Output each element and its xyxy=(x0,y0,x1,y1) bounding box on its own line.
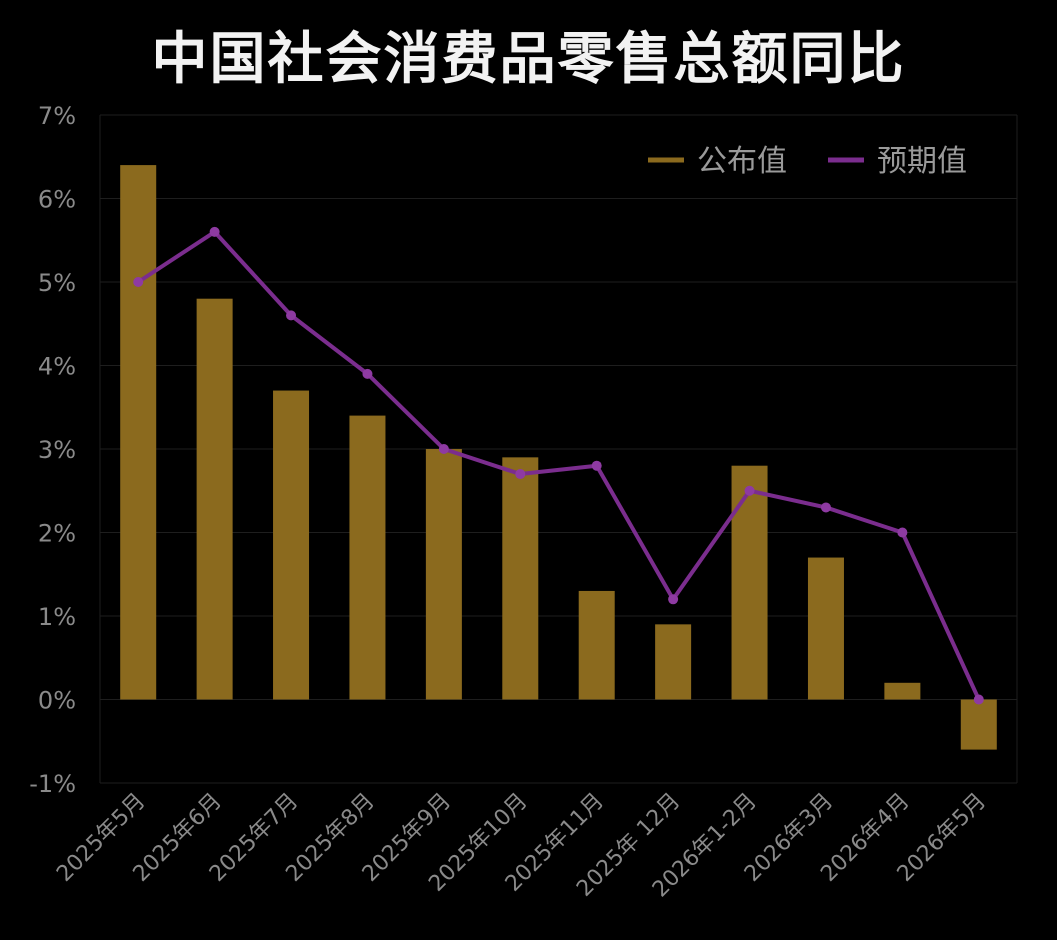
bar-2 xyxy=(196,298,233,700)
legend-label-expected: 预期值 xyxy=(877,144,967,179)
expected-point-6 xyxy=(515,469,526,480)
y-tick-label: 1% xyxy=(38,603,76,631)
expected-point-8 xyxy=(668,594,679,605)
bar-7 xyxy=(578,590,615,700)
bar-5 xyxy=(425,449,462,700)
expected-point-4 xyxy=(362,368,373,379)
y-tick-label: -1% xyxy=(29,770,76,798)
bar-10 xyxy=(807,557,844,700)
y-tick-label: 4% xyxy=(38,353,76,381)
chart-title: 中国社会消费品零售总额同比 xyxy=(151,27,906,92)
y-tick-label: 3% xyxy=(38,436,76,464)
bar-8 xyxy=(655,624,692,700)
y-tick-label: 7% xyxy=(38,102,76,130)
expected-point-2 xyxy=(209,226,220,237)
expected-line xyxy=(137,229,981,701)
expected-point-9 xyxy=(744,485,755,496)
y-tick-label: 0% xyxy=(38,687,76,715)
bar-4 xyxy=(349,415,386,700)
expected-point-11 xyxy=(897,527,908,538)
expected-point-10 xyxy=(820,502,831,513)
expected-point-5 xyxy=(438,444,449,454)
y-tick-label: 2% xyxy=(38,520,76,548)
bar-9 xyxy=(731,465,768,700)
legend-label-published: 公布值 xyxy=(697,144,787,179)
expected-point-1 xyxy=(133,277,144,287)
bar-6 xyxy=(502,457,539,700)
bar-1 xyxy=(120,165,157,700)
y-tick-label: 5% xyxy=(38,269,76,297)
bar-11 xyxy=(884,682,921,700)
expected-point-3 xyxy=(286,310,297,321)
expected-point-12 xyxy=(973,694,984,705)
bar-3 xyxy=(273,390,310,700)
expected-point-7 xyxy=(591,460,602,471)
y-tick-label: 6% xyxy=(38,186,76,214)
bar-12 xyxy=(960,699,997,750)
